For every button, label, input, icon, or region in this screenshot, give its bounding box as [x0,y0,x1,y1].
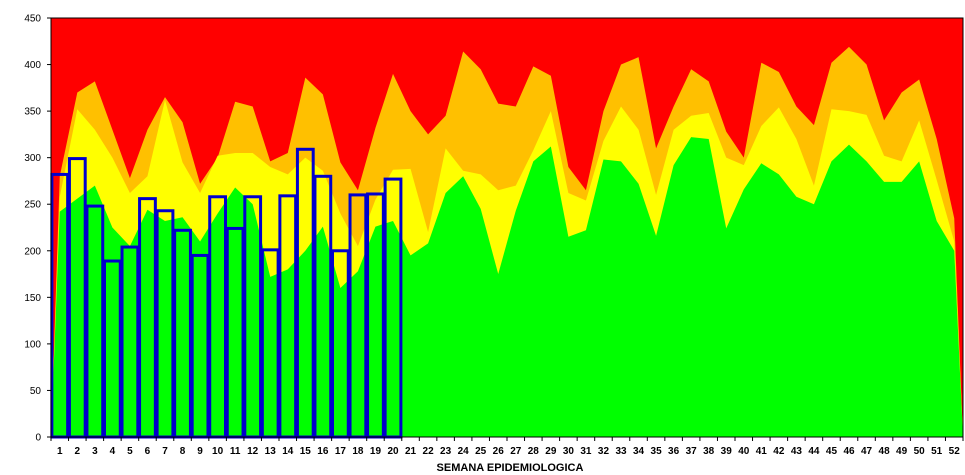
x-axis-title: SEMANA EPIDEMIOLOGICA [437,462,584,474]
y-tick-label: 250 [24,200,41,211]
x-tick-label: 2 [75,446,81,457]
x-tick-label: 15 [300,446,312,457]
x-tick-label: 5 [127,446,133,457]
y-tick-label: 50 [30,386,42,397]
x-tick-label: 49 [896,446,908,457]
x-tick-label: 25 [475,446,487,457]
x-tick-label: 6 [145,446,151,457]
x-tick-label: 36 [668,446,680,457]
x-tick-label: 33 [615,446,627,457]
x-tick-label: 51 [931,446,943,457]
x-tick-label: 34 [633,446,645,457]
x-tick-label: 9 [197,446,203,457]
x-tick-label: 26 [493,446,505,457]
x-tick-label: 16 [317,446,329,457]
x-tick-label: 42 [773,446,785,457]
x-tick-label: 17 [335,446,347,457]
x-tick-label: 13 [265,446,277,457]
x-tick-label: 10 [212,446,224,457]
x-tick-label: 41 [756,446,768,457]
x-tick-label: 12 [247,446,259,457]
x-tick-label: 3 [92,446,98,457]
x-tick-label: 19 [370,446,382,457]
x-tick-label: 44 [808,446,820,457]
x-tick-label: 30 [563,446,575,457]
x-tick-label: 39 [721,446,733,457]
x-tick-label: 45 [826,446,838,457]
x-tick-label: 29 [545,446,557,457]
x-tick-label: 24 [458,446,470,457]
x-tick-label: 35 [651,446,663,457]
x-tick-label: 20 [387,446,399,457]
x-tick-label: 23 [440,446,452,457]
x-tick-label: 14 [282,446,294,457]
y-tick-label: 350 [24,107,41,118]
y-tick-label: 450 [24,14,41,25]
x-tick-label: 52 [949,446,961,457]
y-tick-label: 100 [24,339,41,350]
x-tick-label: 1 [57,446,63,457]
y-tick-label: 0 [35,433,41,444]
x-tick-label: 22 [423,446,435,457]
x-tick-label: 38 [703,446,715,457]
x-tick-label: 8 [180,446,186,457]
x-tick-label: 47 [861,446,873,457]
x-tick-label: 40 [738,446,750,457]
x-tick-label: 48 [879,446,891,457]
y-tick-label: 150 [24,293,41,304]
plot-area [50,18,963,439]
x-tick-label: 46 [843,446,855,457]
x-tick-label: 43 [791,446,803,457]
x-tick-label: 4 [110,446,116,457]
y-tick-label: 300 [24,153,41,164]
x-tick-label: 21 [405,446,417,457]
x-tick-label: 28 [528,446,540,457]
y-tick-label: 400 [24,60,41,71]
x-tick-label: 27 [510,446,522,457]
x-tick-label: 31 [580,446,592,457]
x-tick-label: 11 [230,446,241,457]
x-tick-label: 50 [914,446,926,457]
y-tick-label: 200 [24,246,41,257]
x-tick-label: 37 [686,446,698,457]
x-tick-label: 32 [598,446,610,457]
x-tick-label: 18 [352,446,364,457]
x-tick-label: 7 [162,446,168,457]
